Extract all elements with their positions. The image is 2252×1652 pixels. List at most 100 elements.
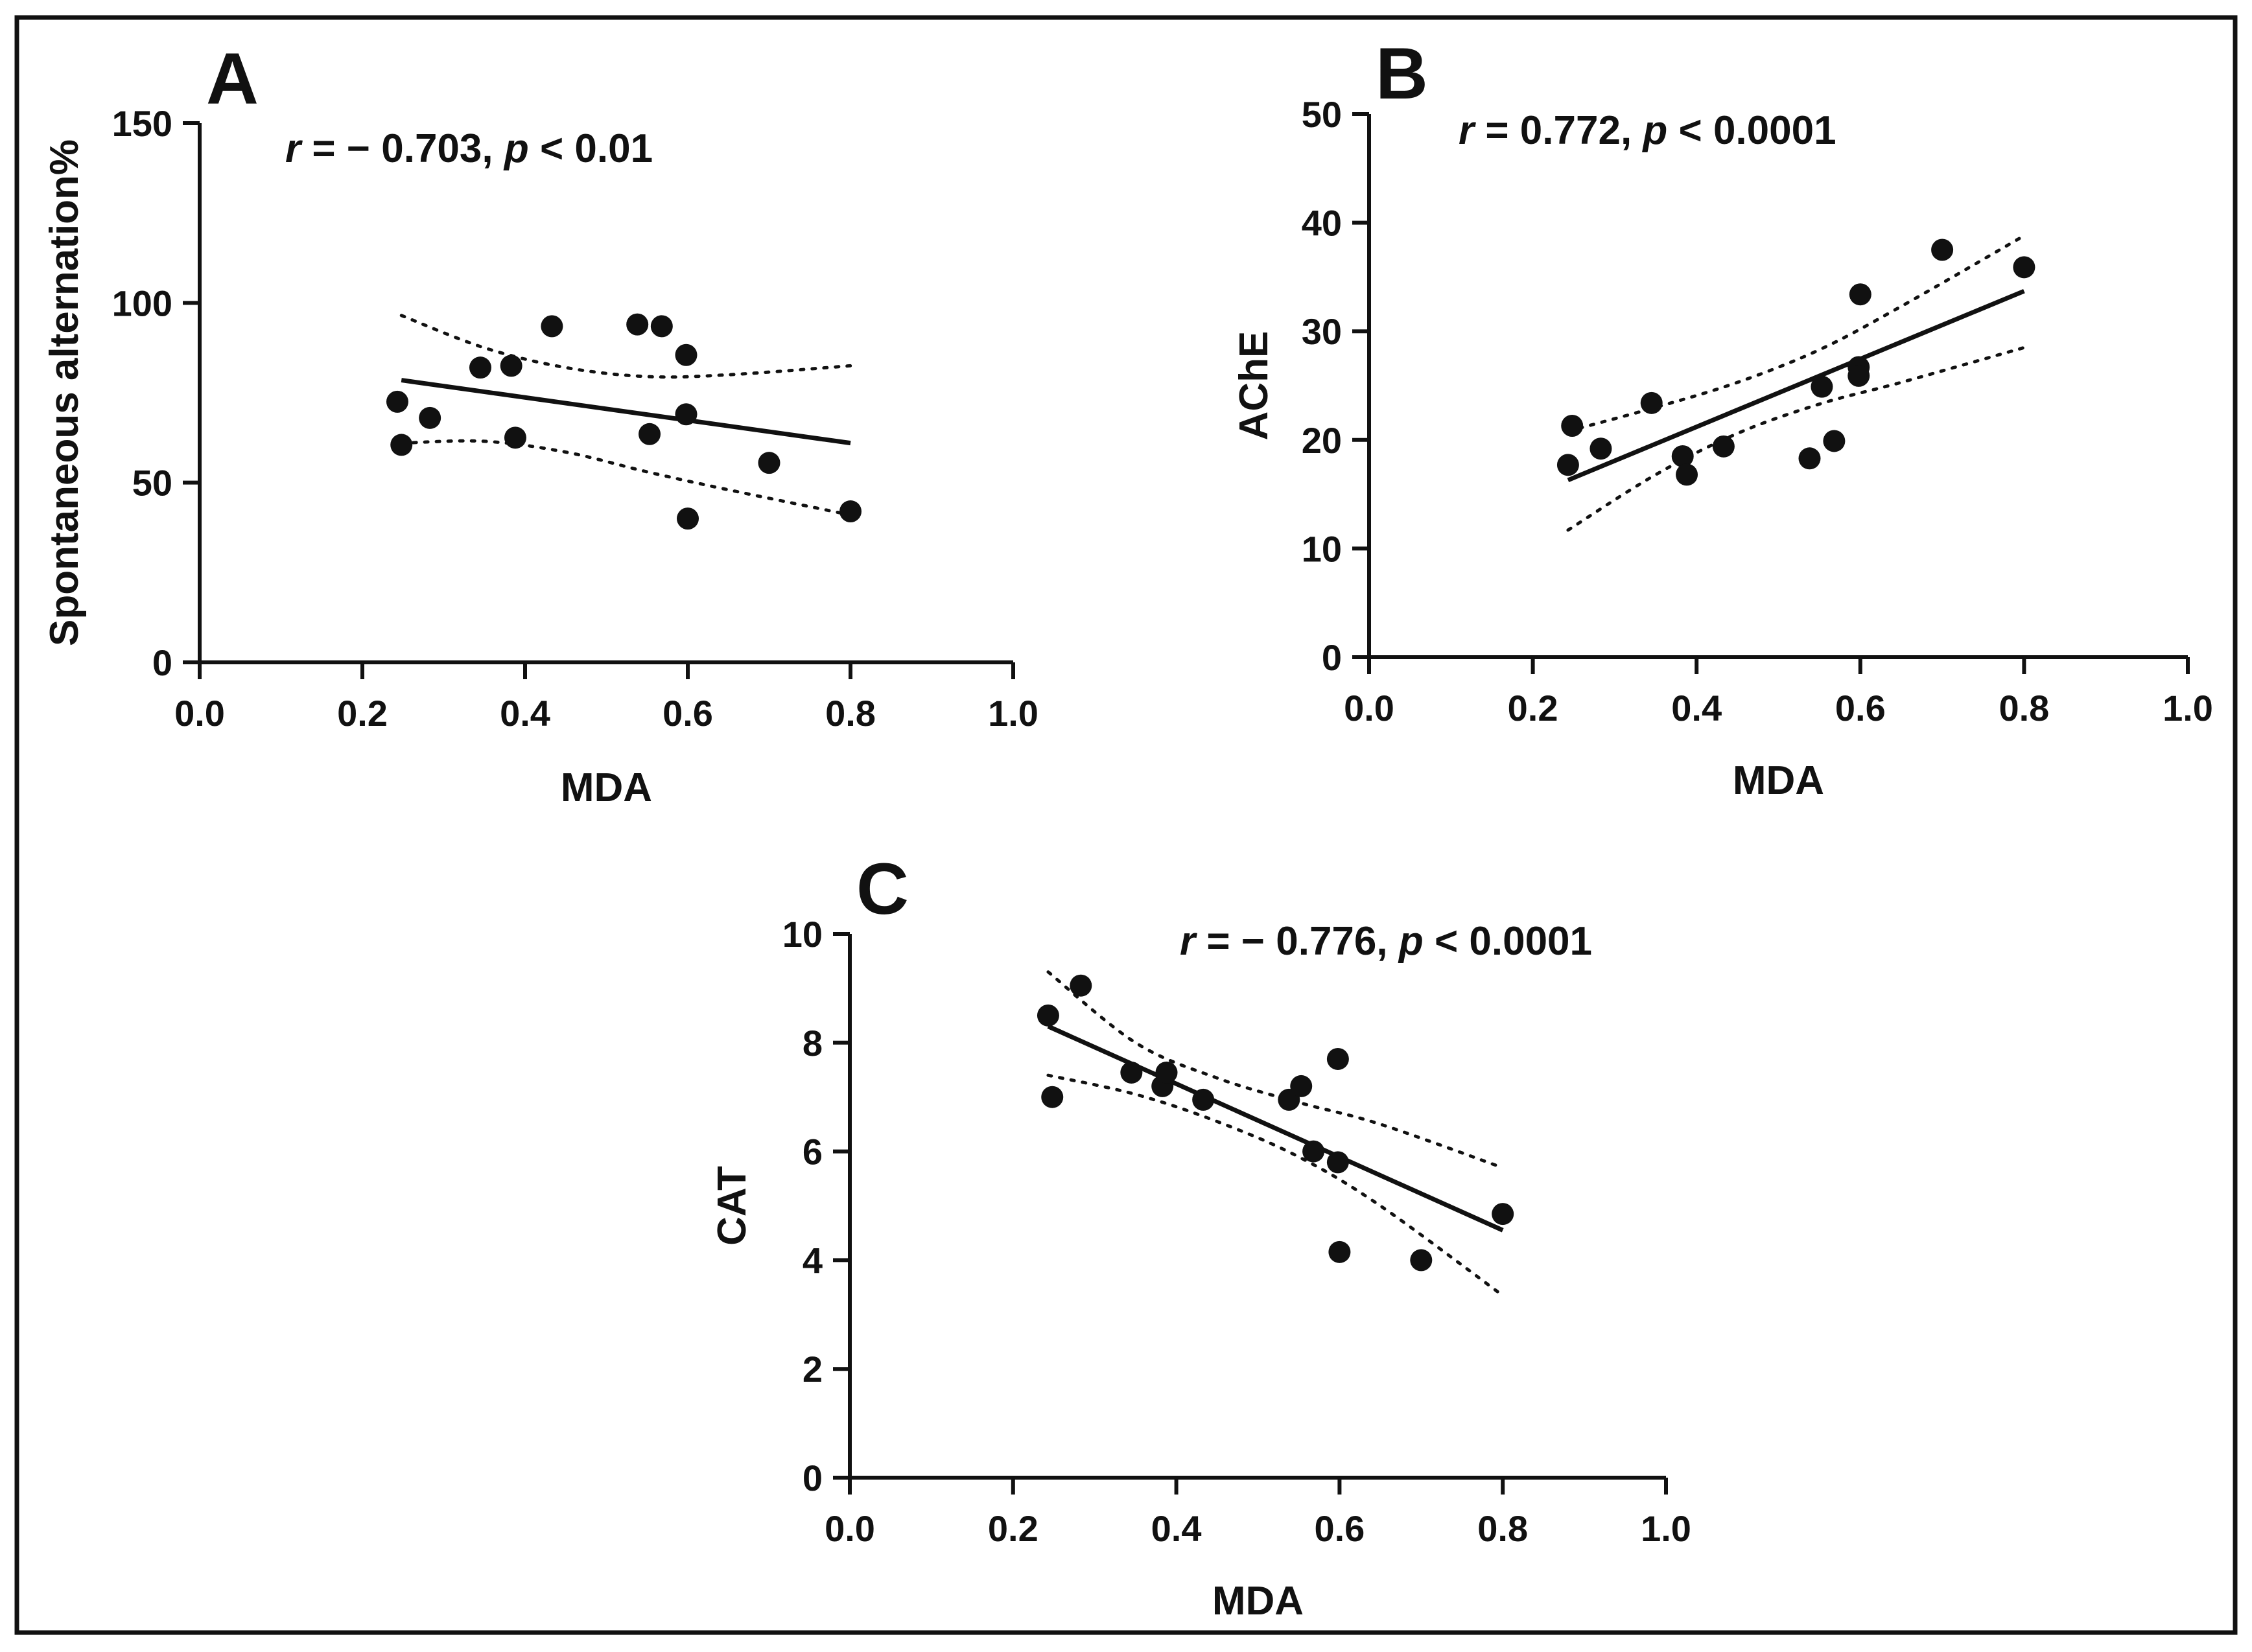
y-tick-label: 100 — [112, 283, 172, 323]
annotation-p-symbol: p — [1641, 108, 1667, 153]
data-point — [1811, 375, 1833, 398]
data-point — [1589, 437, 1612, 460]
panel-c: 0 2 4 6 8 10 0.0 0.2 0.4 0.6 0.8 1.0 MDA CAT Cr = − 0.… — [710, 848, 1691, 1623]
x-axis-label: MDA — [561, 765, 652, 810]
panel-letter: A — [206, 38, 259, 119]
regression-line — [1567, 288, 2025, 483]
x-tick-label: 0.8 — [825, 693, 876, 734]
confidence-band-lower — [1566, 345, 2026, 532]
annotation-p-symbol: p — [503, 126, 529, 171]
data-point — [1849, 283, 1871, 306]
data-point — [500, 355, 522, 377]
data-point — [1671, 445, 1694, 467]
y-tick-label: 0 — [152, 642, 172, 683]
y-tick-label: 150 — [112, 103, 172, 144]
data-point — [677, 507, 699, 530]
data-point — [839, 500, 862, 523]
regression-line — [1047, 1024, 1504, 1233]
x-tick-label: 0.4 — [1151, 1508, 1202, 1549]
x-tick-label: 1.0 — [1641, 1508, 1691, 1549]
x-axis-label: MDA — [1733, 758, 1824, 803]
annotation-r-value: = − 0.703, — [301, 126, 504, 171]
data-point — [626, 313, 649, 336]
data-point — [1823, 430, 1846, 452]
y-tick-label: 40 — [1302, 203, 1342, 244]
data-point — [1326, 1151, 1349, 1174]
panel-b: 0 10 20 30 40 50 0.0 0.2 0.4 0.6 0.8 1.0 MDA AChE Br =… — [1232, 33, 2213, 803]
confidence-band-upper — [399, 314, 852, 379]
panel-a: 0 50 100 150 0.0 0.2 0.4 0.6 0.8 1.0 MDA Spontaneou… — [42, 38, 1038, 810]
data-point — [1070, 974, 1092, 997]
data-point — [1556, 454, 1579, 476]
data-point — [1120, 1061, 1143, 1084]
x-tick-label: 0.2 — [988, 1508, 1038, 1549]
x-tick-label: 0.6 — [663, 693, 713, 734]
y-axis-label: AChE — [1232, 331, 1276, 441]
correlation-annotation: r = 0.772, p < 0.0001 — [1459, 108, 1836, 153]
data-point — [650, 315, 673, 338]
figure-border — [14, 15, 2238, 1635]
panel-letter: C — [856, 848, 909, 929]
x-tick-label: 0.4 — [1671, 688, 1722, 728]
x-tick-label: 0.6 — [1314, 1508, 1365, 1549]
y-tick-label: 2 — [803, 1349, 823, 1390]
annotation-r-value: = − 0.776, — [1195, 919, 1399, 964]
data-point — [1192, 1088, 1215, 1111]
x-tick-label: 0.0 — [1344, 688, 1394, 728]
data-point — [1712, 435, 1735, 458]
x-tick-label: 0.4 — [500, 693, 550, 734]
data-point — [469, 356, 491, 379]
data-point — [639, 423, 661, 445]
data-point — [1041, 1086, 1064, 1108]
data-point — [419, 406, 441, 429]
correlation-annotation: r = − 0.776, p < 0.0001 — [1180, 919, 1592, 964]
y-tick-label: 4 — [803, 1240, 823, 1281]
data-point — [675, 403, 698, 426]
data-point — [1328, 1240, 1351, 1263]
y-axis-label: Spontaneous alternation% — [42, 139, 87, 646]
y-tick-label: 50 — [132, 463, 172, 504]
x-tick-label: 0.6 — [1835, 688, 1886, 728]
annotation-r-symbol: r — [1459, 108, 1476, 153]
data-point — [541, 315, 563, 338]
x-tick-label: 0.8 — [1999, 688, 2049, 728]
data-point — [1155, 1061, 1178, 1084]
x-tick-label: 0.8 — [1477, 1508, 1528, 1549]
x-axis-label: MDA — [1212, 1579, 1304, 1623]
data-point — [1326, 1047, 1349, 1070]
annotation-p-value: < 0.0001 — [1424, 919, 1592, 964]
y-tick-label: 0 — [1322, 637, 1342, 678]
data-point — [1561, 415, 1584, 437]
data-point — [504, 426, 526, 449]
y-tick-label: 30 — [1302, 311, 1342, 352]
data-point — [758, 452, 780, 474]
regression-line — [401, 378, 851, 446]
correlation-annotation: r = − 0.703, p < 0.01 — [285, 126, 653, 171]
data-point — [1302, 1140, 1325, 1163]
y-tick-label: 6 — [803, 1132, 823, 1172]
data-point — [390, 434, 413, 456]
confidence-band-lower — [399, 439, 852, 517]
data-point — [1410, 1249, 1433, 1272]
y-tick-label: 50 — [1302, 94, 1342, 135]
data-point — [675, 343, 698, 366]
x-tick-label: 0.0 — [174, 693, 225, 734]
annotation-r-symbol: r — [285, 126, 303, 171]
confidence-band-upper — [1046, 970, 1505, 1170]
data-point — [1798, 447, 1821, 470]
data-point — [1290, 1075, 1313, 1097]
panel-letter: B — [1376, 33, 1428, 114]
data-point — [386, 390, 408, 413]
confidence-band-lower — [1046, 1073, 1505, 1297]
data-point — [2013, 256, 2035, 279]
x-tick-label: 0.2 — [1508, 688, 1558, 728]
data-point — [1492, 1203, 1514, 1226]
y-axis-label: CAT — [710, 1166, 755, 1246]
x-tick-label: 1.0 — [2163, 688, 2213, 728]
annotation-r-symbol: r — [1180, 919, 1197, 964]
y-tick-label: 10 — [1302, 528, 1342, 569]
y-tick-label: 8 — [803, 1023, 823, 1064]
annotation-p-value: < 0.01 — [529, 126, 653, 171]
y-tick-label: 0 — [803, 1458, 823, 1498]
y-tick-label: 20 — [1302, 420, 1342, 461]
